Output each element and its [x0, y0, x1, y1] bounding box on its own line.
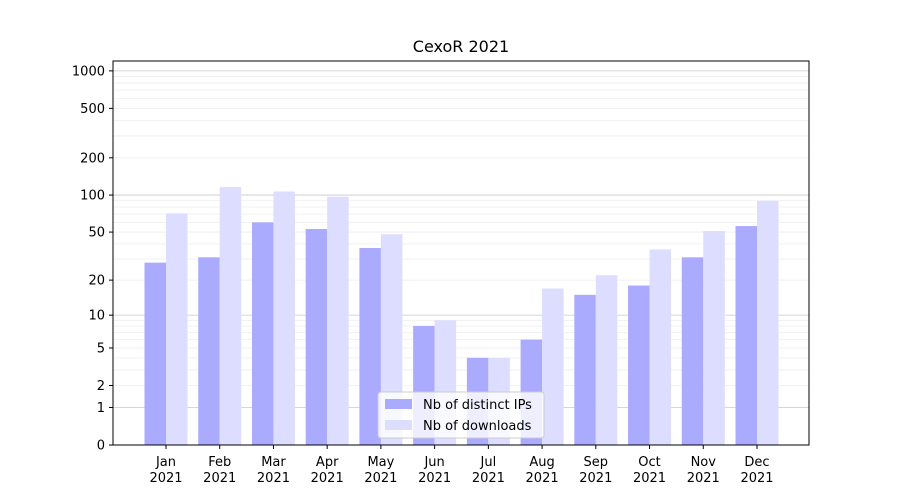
y-tick-label: 10	[88, 309, 105, 324]
y-tick-label: 2	[97, 379, 105, 394]
x-tick-label-month: Feb	[208, 455, 231, 470]
bar-distinct-ips	[144, 262, 166, 445]
bar-distinct-ips	[359, 248, 381, 445]
chart-title: CexoR 2021	[413, 37, 509, 56]
x-tick-label-year: 2021	[687, 471, 720, 486]
bar-distinct-ips	[198, 257, 220, 445]
x-tick-label-year: 2021	[203, 471, 236, 486]
y-tick-label: 1000	[72, 64, 105, 79]
bar-distinct-ips	[681, 257, 704, 445]
x-tick-label-month: Dec	[744, 455, 769, 470]
y-tick-label: 500	[80, 102, 105, 117]
bar-distinct-ips	[735, 226, 757, 445]
x-tick-label-month: May	[367, 455, 394, 470]
x-tick-label-month: Aug	[529, 455, 554, 470]
x-tick-label-year: 2021	[311, 471, 344, 486]
bar-distinct-ips	[574, 294, 596, 445]
x-tick-label-year: 2021	[526, 471, 559, 486]
x-tick-label-year: 2021	[633, 471, 666, 486]
y-axis: 0 1 2 5 10 20 50 100 200 500 1000	[72, 64, 113, 454]
legend-label-distinct-ips: Nb of distinct IPs	[423, 398, 532, 413]
x-tick-label-year: 2021	[418, 471, 451, 486]
bar-downloads	[219, 187, 242, 445]
bar-downloads	[273, 191, 295, 445]
bar-downloads	[327, 196, 349, 445]
y-tick-label: 200	[80, 151, 105, 166]
x-tick-label-month: Nov	[691, 455, 717, 470]
x-tick-label-year: 2021	[257, 471, 290, 486]
x-axis: Jan2021Feb2021Mar2021Apr2021May2021Jun20…	[149, 445, 774, 486]
plot-frame	[112, 60, 810, 446]
x-tick-label-year: 2021	[149, 471, 182, 486]
bar-downloads	[166, 213, 188, 445]
x-tick-label-year: 2021	[579, 471, 612, 486]
x-tick-label-year: 2021	[364, 471, 397, 486]
y-tick-label: 100	[80, 189, 105, 204]
y-tick-label: 5	[97, 341, 105, 356]
legend-label-downloads: Nb of downloads	[423, 419, 532, 434]
bar-downloads	[595, 275, 618, 445]
bar-distinct-ips	[305, 228, 328, 445]
bar-distinct-ips	[251, 222, 274, 445]
x-tick-label-year: 2021	[472, 471, 505, 486]
bar-downloads	[757, 200, 779, 445]
x-tick-label-month: Oct	[638, 455, 660, 470]
x-tick-label-month: Mar	[261, 455, 286, 470]
y-tick-label: 0	[97, 439, 105, 454]
x-tick-label-month: Sep	[584, 455, 609, 470]
x-tick-label-month: Jan	[155, 455, 176, 470]
bar-distinct-ips	[628, 285, 650, 445]
y-tick-label: 50	[88, 226, 105, 241]
legend: Nb of distinct IPs Nb of downloads	[377, 391, 545, 439]
bar-downloads	[649, 249, 672, 445]
y-tick-label: 20	[88, 274, 105, 289]
x-tick-label-month: Jun	[423, 455, 444, 470]
legend-swatch-distinct-ips	[385, 399, 412, 409]
bar-downloads	[703, 231, 725, 445]
x-tick-label-month: Apr	[316, 455, 339, 470]
x-tick-label-year: 2021	[740, 471, 773, 486]
x-tick-label-month: Jul	[480, 455, 497, 470]
bar-downloads	[542, 288, 564, 445]
y-tick-label: 1	[97, 401, 105, 416]
legend-swatch-downloads	[385, 420, 412, 430]
legend-box	[377, 391, 545, 439]
